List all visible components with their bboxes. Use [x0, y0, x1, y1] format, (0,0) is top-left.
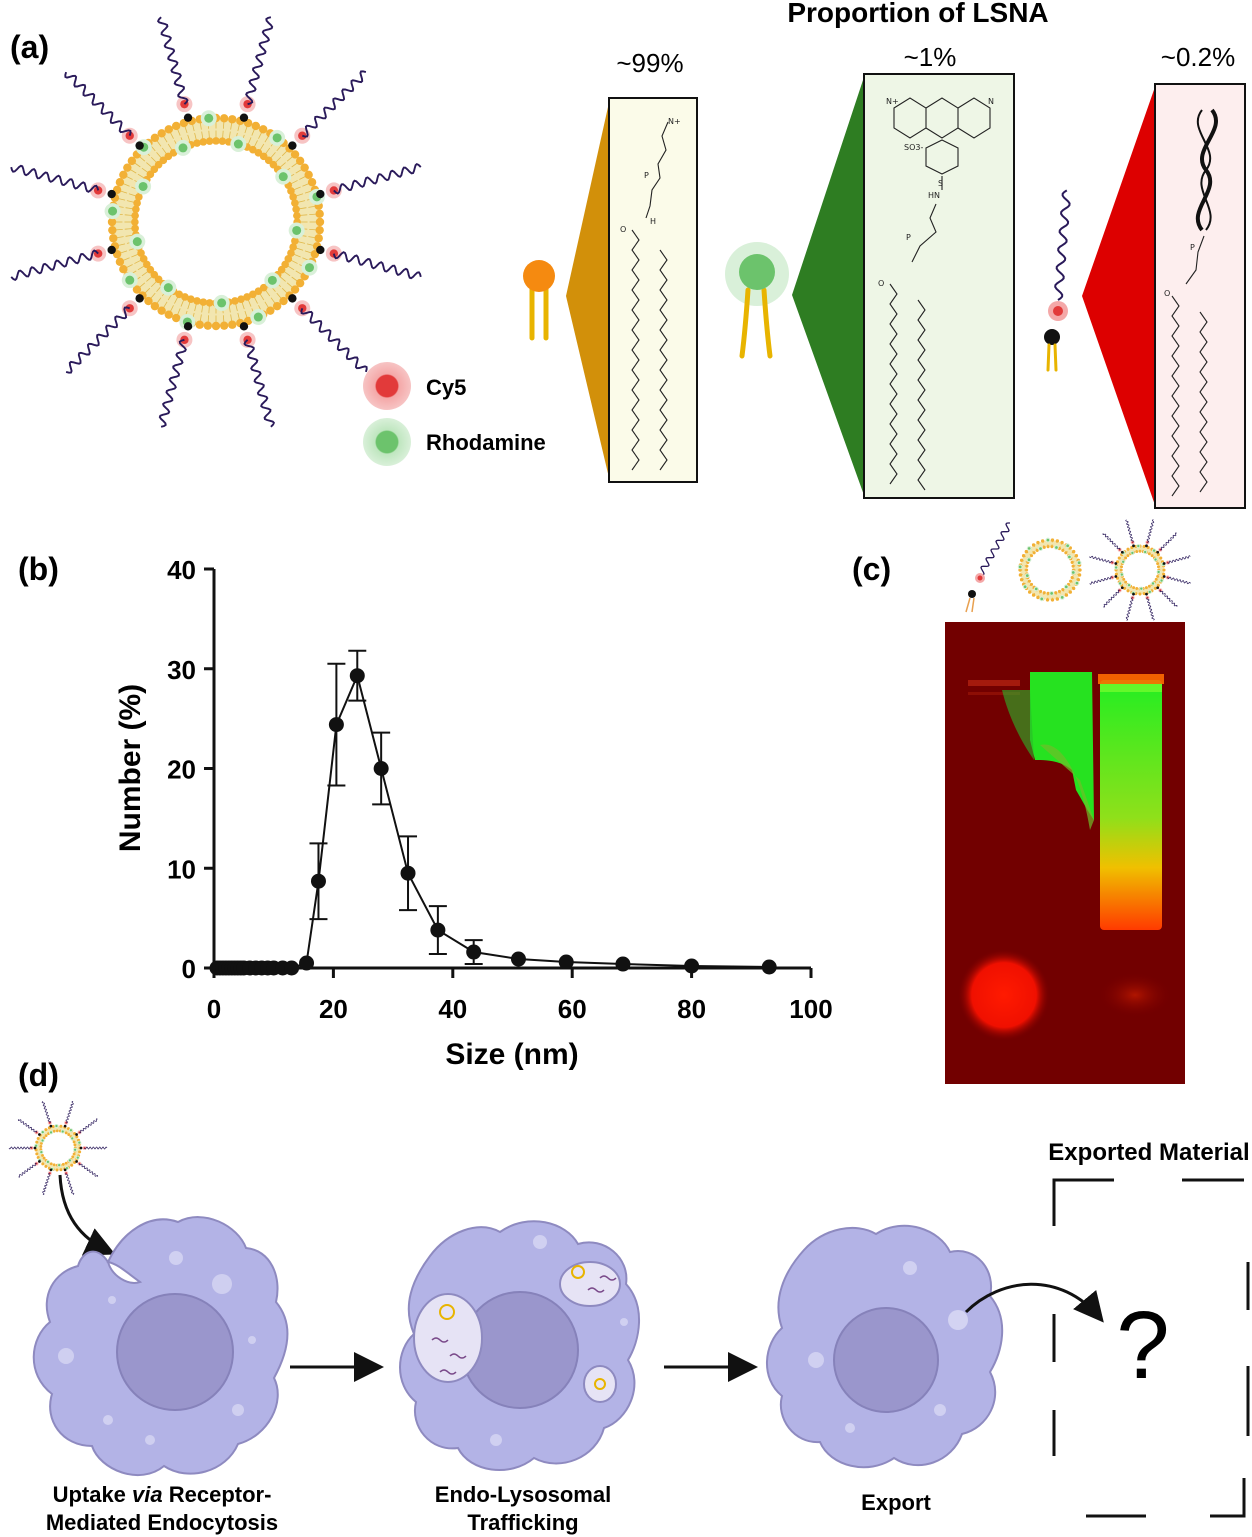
cy5-legend-label: Cy5 — [426, 375, 466, 400]
dopc-structure: N+ P O H — [620, 117, 681, 471]
y-tick-label: 0 — [182, 954, 196, 984]
component-2-fan — [792, 74, 865, 498]
agarose-gel-image — [945, 622, 1185, 1084]
lane-3-faint-spot — [1099, 973, 1171, 1017]
x-tick-label: 100 — [789, 994, 832, 1024]
panel-label-c: (c) — [852, 551, 891, 587]
svg-text:N: N — [988, 97, 994, 106]
rhodamine-legend-icon — [363, 418, 411, 466]
component-3-percent: ~0.2% — [1161, 42, 1235, 72]
data-point — [310, 873, 326, 889]
data-point — [349, 668, 365, 684]
exported-material-frame — [1052, 1178, 1250, 1518]
component-1-fan — [566, 98, 610, 482]
rhodamine-legend-label: Rhodamine — [426, 430, 546, 455]
data-point — [761, 959, 777, 975]
x-tick-label: 20 — [319, 994, 348, 1024]
export-vesicle — [948, 1310, 968, 1330]
lsna-liposome-drawing — [10, 16, 422, 428]
component-1-percent: ~99% — [616, 48, 683, 78]
endosome-3 — [583, 1365, 617, 1403]
data-point — [430, 922, 446, 938]
cell-trafficking — [399, 1220, 640, 1472]
svg-text:P: P — [644, 171, 649, 180]
exported-material-title: Exported Material — [1048, 1139, 1249, 1166]
nucleus-3 — [833, 1307, 939, 1413]
unknown-material-symbol: ? — [1116, 1292, 1169, 1399]
svg-text:P: P — [1190, 243, 1195, 252]
component-2-percent: ~1% — [904, 42, 957, 72]
x-tick-label: 60 — [558, 994, 587, 1024]
y-tick-label: 10 — [167, 854, 196, 884]
lane-3-gradient-band — [1100, 680, 1162, 930]
data-point — [684, 958, 700, 974]
rhodamine-lipid-structure: N+ N SO3- S HN P O — [878, 97, 994, 491]
lsna-small-icon — [8, 1101, 108, 1195]
svg-text:N+: N+ — [886, 97, 899, 106]
data-point — [558, 954, 574, 970]
step-2-caption-line-2: Trafficking — [467, 1510, 578, 1535]
panel-label-a: (a) — [10, 29, 49, 65]
data-point — [299, 955, 315, 971]
data-point — [328, 717, 344, 733]
y-tick-label: 30 — [167, 655, 196, 685]
x-tick-label: 40 — [438, 994, 467, 1024]
cell-export — [766, 1224, 1004, 1469]
lane-2-green-band — [1030, 672, 1094, 820]
x-tick-label: 80 — [677, 994, 706, 1024]
data-point — [284, 960, 300, 976]
panel-label-b: (b) — [18, 551, 59, 587]
step-2-caption-line-1: Endo-Lysosomal — [435, 1482, 611, 1507]
x-axis-label: Size (nm) — [445, 1038, 578, 1071]
step-3-caption: Export — [861, 1490, 931, 1515]
y-axis-label: Number (%) — [114, 684, 147, 852]
data-point — [400, 865, 416, 881]
svg-text:N+: N+ — [668, 117, 681, 126]
dna-lipid-structure: PO — [1164, 108, 1218, 497]
component-2-structure-box — [863, 73, 1015, 499]
cell-uptake — [32, 1216, 289, 1477]
x-tick-label: 0 — [207, 994, 221, 1024]
nucleus-1 — [116, 1293, 234, 1411]
svg-text:H: H — [650, 217, 656, 226]
component-1-structure-box — [608, 97, 698, 483]
y-tick-label: 40 — [167, 555, 196, 585]
size-distribution-chart: Number (%) Size (nm) 0 20 40 60 80 100 0 10 20 30… — [114, 555, 833, 1071]
data-point — [466, 944, 482, 960]
panel-a-heading: Proportion of LSNA — [787, 0, 1048, 28]
step-1-caption-line-2: Mediated Endocytosis — [46, 1510, 278, 1535]
svg-text:SO3-: SO3- — [904, 143, 923, 152]
svg-text:O: O — [878, 279, 884, 288]
export-arrow — [964, 1282, 1104, 1323]
lane-1-red-spot — [958, 949, 1050, 1041]
component-3-structure-box — [1154, 83, 1246, 509]
lipid-icon — [523, 260, 555, 341]
svg-text:S: S — [938, 179, 943, 188]
svg-text:P: P — [906, 233, 911, 242]
svg-text:HN: HN — [928, 191, 940, 200]
y-tick-label: 20 — [167, 755, 196, 785]
cy5-legend-icon — [363, 362, 411, 410]
gel-lane-icons — [965, 519, 1191, 621]
data-point — [615, 956, 631, 972]
uptake-arrow — [58, 1174, 116, 1256]
data-point — [373, 761, 389, 776]
component-3-fan — [1082, 84, 1156, 508]
series-line — [217, 672, 770, 969]
endosome-1 — [413, 1293, 483, 1383]
svg-text:O: O — [620, 225, 626, 234]
panel-label-d: (d) — [18, 1057, 59, 1093]
step-1-caption-line-1: Uptake via Receptor- — [53, 1482, 272, 1507]
endosome-2 — [559, 1261, 621, 1307]
dna-lipid-icon — [1044, 189, 1071, 372]
rhodamine-lipid-icon — [725, 242, 789, 359]
svg-text:O: O — [1164, 289, 1170, 298]
data-point — [510, 951, 526, 967]
